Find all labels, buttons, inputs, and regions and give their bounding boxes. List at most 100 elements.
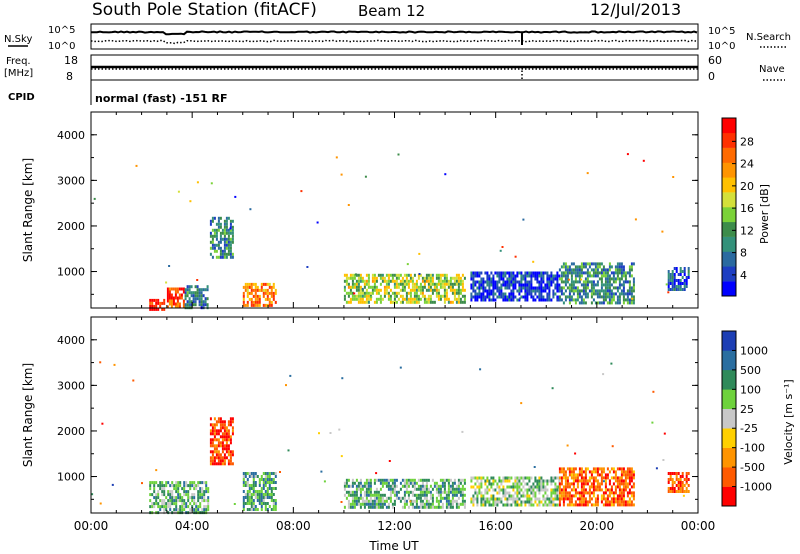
echo-cell — [538, 286, 541, 290]
echo-cell — [496, 500, 499, 504]
freq-label: Freq. — [6, 56, 31, 67]
echo-cell — [159, 301, 162, 305]
echo-cell — [679, 478, 682, 481]
echo-cell — [365, 487, 368, 491]
echo-cell — [488, 298, 491, 302]
echo-cell — [165, 502, 168, 506]
echo-cell — [572, 292, 575, 296]
echo-cell — [365, 502, 368, 506]
echo-cell — [616, 485, 619, 489]
echo-cell — [490, 292, 493, 296]
echo-cell — [480, 479, 483, 483]
echo-cell — [246, 502, 249, 505]
echo-cell — [443, 288, 446, 292]
echo-cell — [262, 291, 265, 295]
echo-cell — [393, 484, 396, 488]
echo-cell — [632, 473, 635, 477]
echo-cell — [375, 276, 378, 280]
echo-cell — [536, 280, 539, 284]
echo-cell — [582, 488, 585, 492]
echo-cell — [472, 271, 475, 275]
echo-cell — [223, 237, 226, 241]
echo-cell — [677, 285, 680, 288]
echo-cell — [231, 420, 234, 424]
echo-cell — [373, 282, 376, 286]
echo-cell — [508, 283, 511, 287]
echo-cell — [494, 503, 497, 507]
echo-cell — [630, 491, 633, 495]
echo-cell — [437, 279, 440, 283]
echo-cell — [161, 499, 164, 503]
echo-cell — [173, 487, 176, 491]
echo-cell — [630, 500, 633, 504]
echo-cell — [580, 268, 583, 272]
echo-cell — [530, 497, 533, 501]
echo-cell — [347, 291, 350, 295]
echo-cell — [163, 307, 166, 311]
echo-cell — [227, 462, 230, 466]
echo-cell — [514, 283, 517, 287]
echo-cell — [580, 494, 583, 498]
echo-cell — [264, 490, 267, 493]
echo-cell — [417, 294, 420, 298]
echo-cell — [488, 292, 491, 296]
echo-cell — [223, 255, 226, 259]
echo-cell — [264, 291, 267, 295]
echo-cell — [435, 490, 438, 494]
echo-cell — [576, 485, 579, 489]
echo-cell — [612, 470, 615, 474]
echo-cell — [445, 294, 448, 298]
echo-cell — [594, 470, 597, 474]
echo-cell — [538, 479, 541, 483]
echo-cell — [673, 472, 676, 475]
echo-cell — [258, 303, 261, 307]
echo-cell — [256, 475, 259, 478]
echo-cell — [586, 500, 589, 504]
echo-cell — [470, 500, 473, 504]
echo-cell — [250, 484, 253, 487]
echo-cell — [572, 485, 575, 489]
echo-cell — [616, 295, 619, 299]
echo-cell — [482, 286, 485, 290]
echo-cell — [618, 286, 621, 290]
echo-cell — [223, 438, 226, 442]
echo-cell — [673, 273, 676, 276]
echo-cell — [199, 487, 202, 491]
echo-cell — [270, 300, 273, 304]
nave-tick-top: 60 — [708, 54, 722, 67]
echo-cell — [357, 276, 360, 280]
echo-cell — [584, 491, 587, 495]
echo-cell — [244, 472, 247, 475]
echo-cell — [536, 274, 539, 278]
echo-cell — [181, 496, 184, 500]
echo-cell — [675, 472, 678, 475]
echo-cell — [564, 298, 567, 302]
echo-cell — [355, 279, 358, 283]
echo-cell — [417, 484, 420, 488]
echo-cell — [381, 279, 384, 283]
echo-cell — [528, 271, 531, 275]
echo-cell — [586, 280, 589, 284]
echo-cell — [608, 488, 611, 492]
echo-cell — [227, 249, 230, 253]
echo-cell — [685, 285, 688, 288]
echo-cell — [614, 485, 617, 489]
echo-cell — [199, 502, 202, 506]
ytick-label: 2000 — [57, 425, 85, 438]
echo-cell — [622, 265, 625, 269]
echo-cell — [506, 280, 509, 284]
echo-cell — [375, 478, 378, 482]
echo-cell — [524, 503, 527, 507]
echo-cell — [624, 271, 627, 275]
echo-cell — [192, 294, 195, 298]
echo-cell — [357, 502, 360, 506]
echo-cell — [367, 499, 370, 503]
echo-cell — [524, 286, 527, 290]
echo-cell — [413, 487, 416, 491]
echo-cell — [522, 494, 525, 498]
echo-cell — [484, 488, 487, 492]
echo-cell — [225, 252, 228, 256]
echo-cell — [500, 271, 503, 275]
echo-cell — [211, 441, 214, 445]
echo-cell — [608, 265, 611, 269]
